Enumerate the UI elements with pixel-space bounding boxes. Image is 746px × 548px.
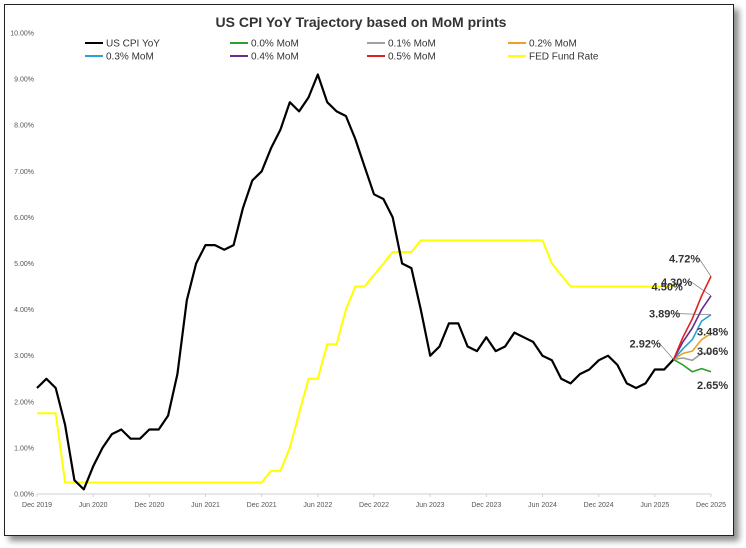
x-tick-label: Jun 2025 (640, 502, 669, 509)
y-tick-label: 6.00% (14, 215, 34, 222)
x-tick-label: Dec 2024 (584, 502, 614, 509)
y-tick-label: 3.00% (14, 353, 34, 360)
x-tick-label: Jun 2020 (79, 502, 108, 509)
y-tick-label: 8.00% (14, 123, 34, 130)
x-axis: Dec 2019 Jun 2020 Dec 2020 Jun 2021 Dec 2021… (22, 493, 726, 509)
y-tick-label: 2.00% (14, 399, 34, 406)
annotation-label: 3.89% (649, 309, 680, 321)
annotation-label: 2.92% (630, 338, 661, 350)
y-tick-label: 0.00% (14, 492, 34, 499)
legend-label: 0.4% MoM (251, 52, 299, 63)
series-line-us-cpi-yoy (36, 73, 675, 491)
x-tick-label: Jun 2023 (416, 502, 445, 509)
chart-legend: US CPI YoY 0.0% MoM 0.1% MoM 0.2% MoM 0.3% M… (85, 39, 599, 63)
y-tick-label: 10.00% (10, 31, 34, 38)
series-line-fed-fund-rate (37, 239, 674, 484)
x-tick-label: Jun 2024 (528, 502, 557, 509)
annotation-label: 4.30% (661, 277, 692, 289)
y-tick-label: 9.00% (14, 77, 34, 84)
series-line-0-1-mom (673, 352, 712, 362)
series-line-0-2-mom (673, 332, 712, 361)
cpi-chart: US CPI YoY Trajectory based on MoM print… (10, 14, 729, 509)
annotation-layer: 2.92% 4.72% 4.30%4.50% 3.89% 3.48% 3.06% 2.65% (630, 253, 729, 391)
x-tick-label: Dec 2023 (471, 502, 501, 509)
legend-label: 0.1% MoM (388, 39, 436, 50)
x-tick-label: Dec 2025 (696, 502, 726, 509)
annotation-label: 2.65% (697, 380, 728, 392)
annotation-leader (659, 343, 674, 360)
legend-label: US CPI YoY (106, 39, 160, 50)
annotation-leader (678, 313, 712, 315)
x-tick-label: Dec 2020 (134, 502, 164, 509)
chart-frame: US CPI YoY Trajectory based on MoM print… (4, 4, 734, 536)
y-tick-label: 5.00% (14, 261, 34, 268)
annotation-leader (698, 258, 712, 277)
x-tick-label: Dec 2019 (22, 502, 52, 509)
legend-label: 0.3% MoM (106, 52, 154, 63)
y-tick-label: 4.00% (14, 307, 34, 314)
annotation-leader (690, 281, 712, 297)
annotation-label: 4.50% (652, 282, 683, 294)
legend-label: 0.2% MoM (529, 39, 577, 50)
legend-label: 0.5% MoM (388, 52, 436, 63)
y-tick-label: 1.00% (14, 445, 34, 452)
series-layer (36, 73, 712, 491)
x-tick-label: Jun 2021 (191, 502, 220, 509)
y-tick-label: 7.00% (14, 169, 34, 176)
y-axis: 0.00% 1.00% 2.00% 3.00% 4.00% 5.00% 6.00% 7.00%… (10, 31, 34, 499)
series-line-0-4-mom (672, 295, 712, 360)
legend-label: 0.0% MoM (251, 39, 299, 50)
annotation-label: 3.48% (697, 327, 728, 339)
annotation-label: 4.72% (669, 253, 700, 265)
chart-title: US CPI YoY Trajectory based on MoM print… (216, 14, 507, 30)
x-tick-label: Dec 2021 (247, 502, 277, 509)
annotation-label: 3.06% (697, 346, 728, 358)
legend-label: FED Fund Rate (529, 52, 599, 63)
x-tick-label: Dec 2022 (359, 502, 389, 509)
series-line-0-0-mom (673, 358, 712, 373)
series-line-0-5-mom (672, 276, 712, 360)
x-tick-label: Jun 2022 (303, 502, 332, 509)
series-line-0-3-mom (672, 314, 712, 360)
